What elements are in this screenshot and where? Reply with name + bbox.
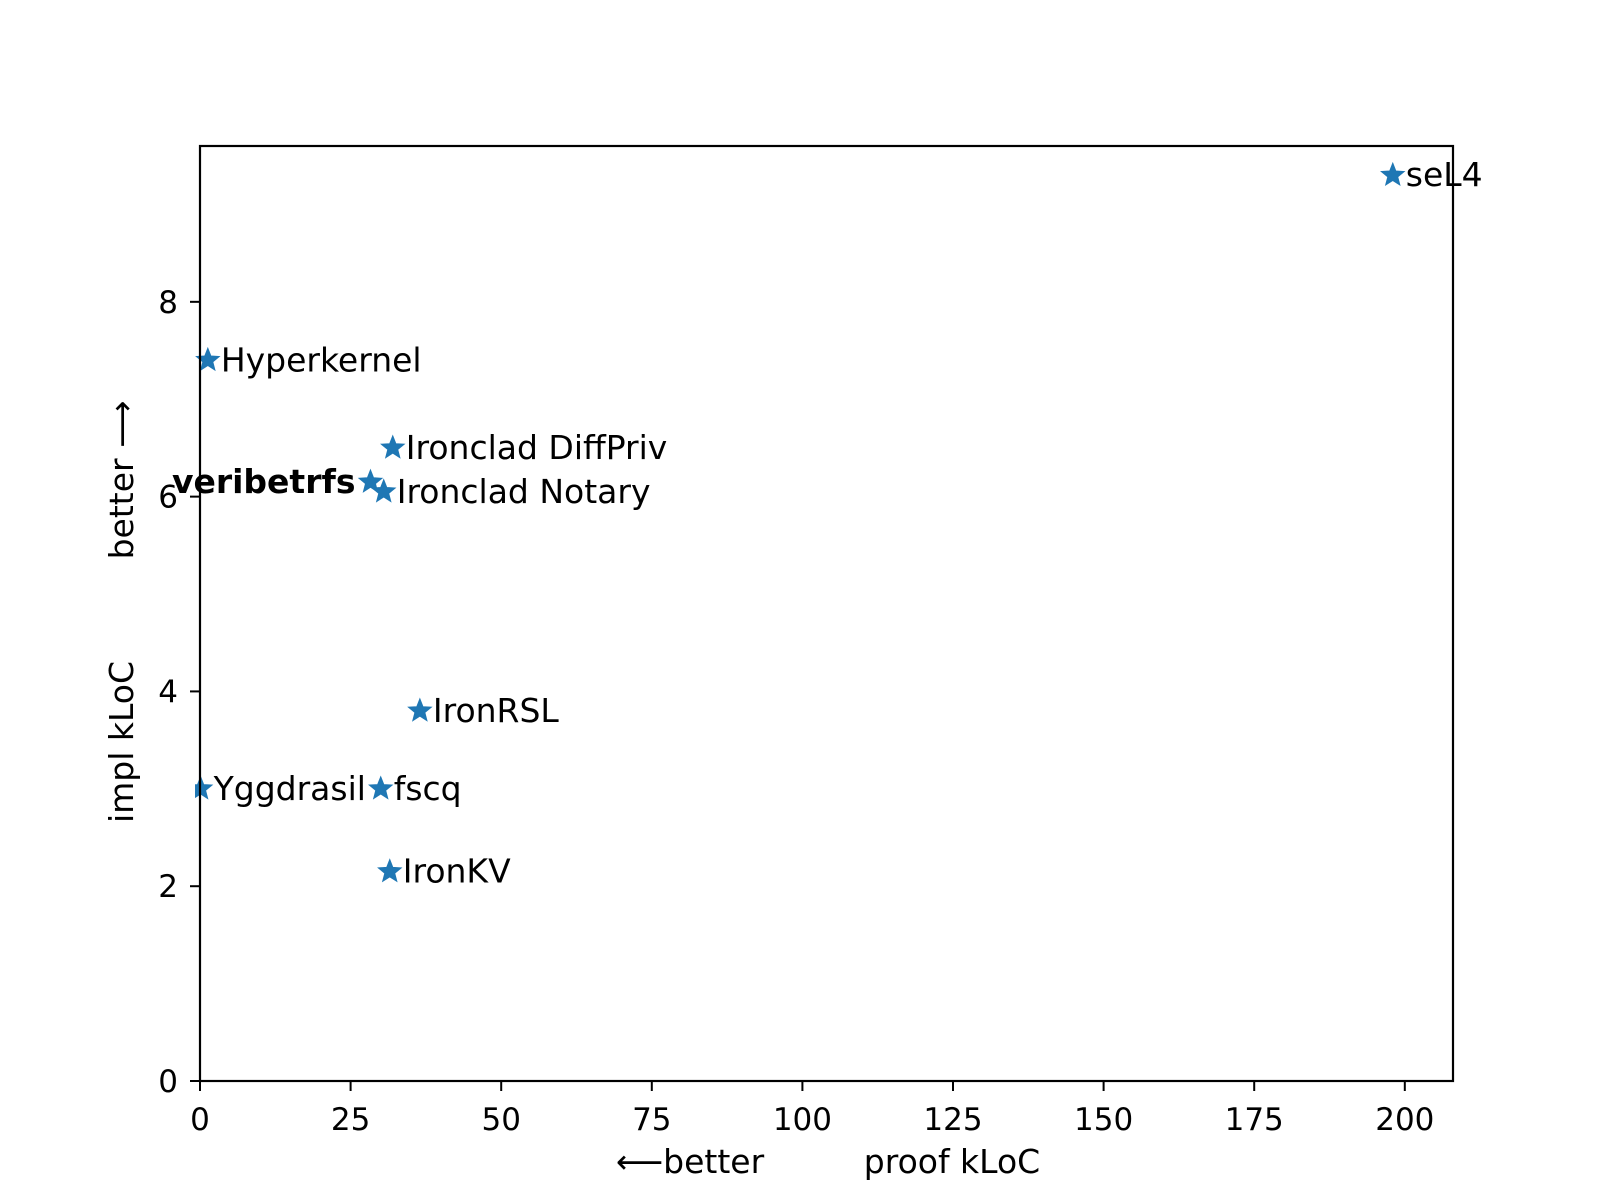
x-tick-label: 100	[773, 1102, 832, 1138]
y-tick-label: 2	[158, 869, 178, 905]
data-point-ironkv	[377, 858, 403, 883]
data-point-veribetrfs	[357, 468, 384, 493]
y-tick-label: 8	[158, 285, 178, 321]
data-point-sel4	[1380, 161, 1406, 187]
point-label-veribetrfs: veribetrfs	[172, 462, 356, 501]
x-tick-label: 50	[481, 1102, 520, 1138]
point-label-sel4: seL4	[1406, 155, 1483, 194]
point-label-fscq: fscq	[394, 769, 462, 808]
x-tick-label: 125	[923, 1102, 982, 1138]
point-label-yggdrasil: Yggdrasil	[213, 769, 366, 808]
data-point-ironclad-notary	[371, 478, 397, 503]
x-tick-label: 75	[632, 1102, 671, 1138]
y-axis-label: impl kLoC	[102, 661, 141, 823]
point-label-ironclad-notary: Ironclad Notary	[397, 472, 651, 511]
data-point-ironclad-diffpriv	[380, 434, 406, 459]
point-label-hyperkernel: Hyperkernel	[221, 340, 422, 379]
x-tick-label: 175	[1225, 1102, 1284, 1138]
x-tick-label: 200	[1375, 1102, 1434, 1138]
y-axis-better-hint: better ⟶	[102, 401, 141, 560]
point-label-ironrsl: IronRSL	[433, 691, 560, 730]
data-point-ironrsl	[407, 697, 433, 722]
point-label-ironkv: IronKV	[403, 852, 511, 891]
x-axis-better-hint: ⟵better	[616, 1142, 765, 1181]
x-tick-label: 25	[331, 1102, 370, 1138]
x-tick-label: 0	[190, 1102, 210, 1138]
point-label-ironclad-diffpriv: Ironclad DiffPriv	[406, 428, 668, 467]
data-point-fscq	[368, 775, 394, 800]
plot-frame	[198, 144, 1455, 1083]
y-tick-label: 4	[158, 674, 178, 710]
y-tick-label: 0	[158, 1064, 178, 1100]
x-tick-label: 150	[1074, 1102, 1133, 1138]
x-axis-label: proof kLoC	[864, 1142, 1040, 1181]
y-tick-label: 6	[158, 480, 178, 516]
